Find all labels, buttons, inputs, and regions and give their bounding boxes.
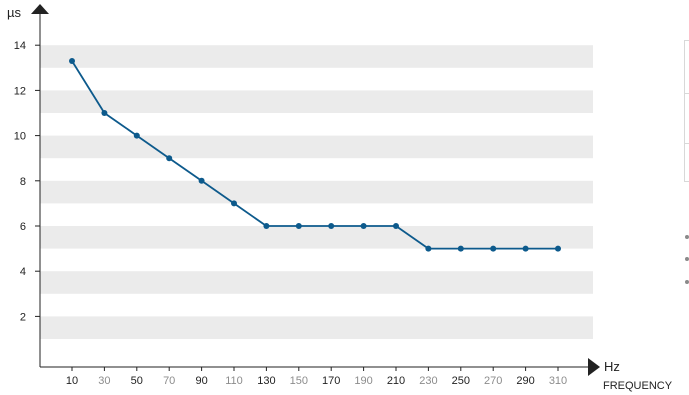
grid-band: [40, 180, 593, 204]
y-axis-arrow-icon: [31, 4, 49, 14]
x-tick-label: 270: [484, 375, 502, 387]
data-point: [198, 177, 205, 184]
x-tick-label: 70: [163, 375, 175, 387]
side-panel-edge: [684, 40, 689, 182]
x-axis-unit: Hz: [604, 359, 620, 374]
axes: µs Hz FREQUENCY: [7, 4, 673, 392]
side-panel-divider: [685, 143, 689, 144]
bullet-icon: [685, 235, 689, 239]
x-tick-label: 290: [516, 375, 534, 387]
data-point: [393, 223, 399, 229]
x-tick-label: 30: [98, 375, 110, 387]
x-tick-label: 90: [195, 375, 207, 387]
y-ticks: 2 4 6 8 10 12 14: [14, 40, 40, 323]
bullet-icon: [685, 257, 689, 261]
y-tick-label: 8: [20, 176, 26, 188]
x-axis-label: FREQUENCY: [603, 380, 673, 392]
y-axis-unit: µs: [7, 5, 21, 20]
grid-band: [40, 316, 593, 339]
side-panel-divider: [685, 93, 689, 94]
y-tick-label: 2: [20, 311, 26, 323]
x-tick-label: 110: [225, 375, 243, 387]
grid-band: [40, 90, 593, 113]
x-tick-label: 50: [131, 375, 143, 387]
data-point: [295, 223, 302, 229]
data-point: [101, 110, 108, 116]
grid-band: [40, 271, 593, 294]
data-point: [263, 223, 270, 229]
series-line: [71, 60, 558, 250]
y-tick-label: 14: [14, 40, 26, 52]
grid-band: [40, 226, 593, 249]
y-tick-label: 4: [20, 266, 26, 278]
x-tick-label: 10: [66, 375, 78, 387]
bullet-icon: [685, 280, 689, 284]
data-point: [231, 200, 237, 207]
grid-bands: [40, 45, 593, 339]
x-tick-label: 210: [387, 375, 405, 387]
data-point: [522, 245, 529, 252]
x-tick-label: 170: [322, 375, 340, 387]
x-tick-label: 150: [290, 375, 308, 387]
data-point: [69, 58, 75, 65]
data-point: [133, 132, 140, 139]
x-tick-label: 190: [354, 375, 372, 387]
data-point: [166, 155, 173, 162]
x-ticks: 10 30 50 70 90 110 130 150 170 190 210 230 250 270 290…: [66, 367, 567, 387]
x-tick-label: 230: [419, 375, 437, 387]
data-point: [490, 245, 497, 252]
data-point: [425, 245, 432, 252]
y-tick-label: 6: [20, 221, 26, 233]
data-point: [457, 245, 464, 252]
data-point: [328, 223, 335, 229]
y-tick-label: 10: [14, 131, 26, 143]
x-tick-label: 130: [257, 375, 275, 387]
data-point: [360, 223, 367, 229]
grid-band: [40, 45, 593, 68]
x-tick-label: 310: [549, 375, 567, 387]
data-point: [555, 245, 561, 252]
series-line-group: [69, 58, 561, 252]
x-tick-label: 250: [452, 375, 470, 387]
y-tick-label: 12: [14, 85, 26, 97]
grid-band: [40, 135, 593, 159]
x-axis-arrow-icon: [588, 358, 600, 376]
